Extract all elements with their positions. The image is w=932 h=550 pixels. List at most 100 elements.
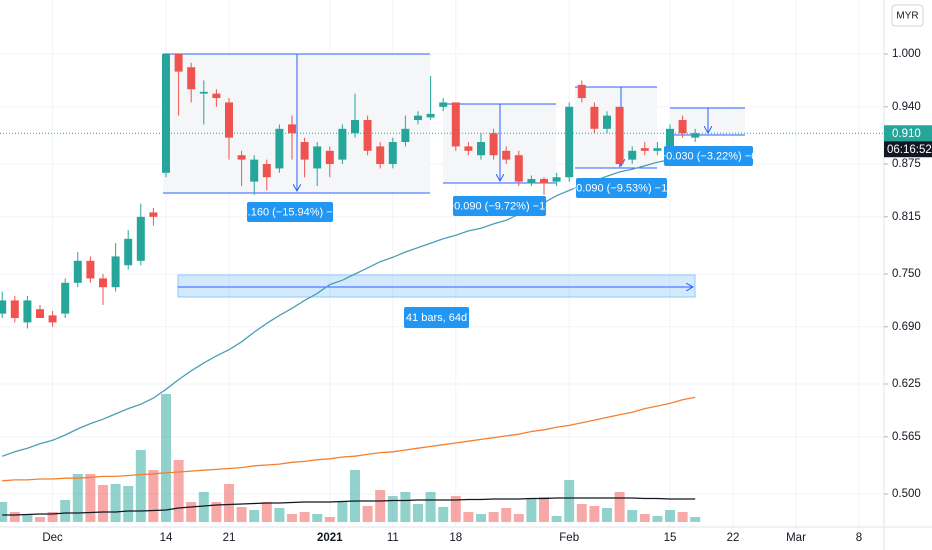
candle-body (174, 54, 183, 72)
y-tick-label: 0.625 (892, 378, 921, 390)
volume-bar (513, 514, 524, 522)
candle-body (262, 164, 271, 178)
candle-body (300, 142, 309, 160)
volume-bar (488, 512, 499, 522)
candle-body (48, 315, 57, 323)
volume-bar (161, 394, 171, 522)
volume-bar (135, 450, 146, 522)
volume-bar (198, 492, 209, 522)
candle-body (603, 115, 611, 129)
candle-body (565, 106, 574, 178)
candle-body (61, 282, 70, 314)
grid (0, 0, 884, 527)
volume-bar (476, 514, 486, 522)
volume-bar (362, 506, 373, 522)
candle-body (653, 148, 662, 151)
candle-body (628, 150, 637, 160)
x-tick-label: Mar (786, 532, 806, 544)
candle-body (590, 106, 599, 129)
currency-box[interactable] (891, 4, 924, 27)
candle-body (376, 146, 385, 165)
countdown: 06:16:52 (887, 144, 932, 156)
volume-bar (375, 490, 386, 522)
volume-bar (22, 514, 33, 522)
x-tick-label: 22 (727, 532, 740, 544)
volume-bar (614, 492, 625, 522)
candle-body (640, 148, 649, 151)
candle-body (552, 177, 561, 182)
candle-body (489, 133, 498, 156)
candle-body (36, 309, 44, 319)
last-price-tag (884, 125, 932, 142)
annotation-text: −0.030 (−3.22%) −6 (660, 150, 758, 162)
volume-bar (110, 484, 121, 522)
volume-bar (627, 510, 638, 522)
y-tick-label: 0.500 (892, 488, 921, 500)
volume-bar (665, 510, 675, 522)
candle-body (388, 142, 397, 165)
volume-bar (564, 480, 575, 522)
volume-bar (0, 502, 8, 522)
candle-body (577, 84, 586, 99)
candle-body (111, 256, 120, 288)
candle-body (162, 54, 170, 173)
candle-body (225, 102, 233, 138)
volume-bar (211, 502, 222, 522)
moving-average-line (1, 154, 696, 457)
candle-body (691, 133, 700, 138)
volume-bar (274, 508, 285, 522)
candle-body (338, 128, 347, 160)
volume-bar (450, 496, 461, 522)
candle-body (414, 115, 422, 121)
candle-body (426, 113, 435, 118)
volume-bar (413, 504, 423, 522)
candle-body (678, 120, 687, 134)
volume-bar (652, 516, 663, 522)
candle-body (237, 155, 246, 160)
volume-bar (387, 496, 398, 522)
volume-bar (463, 512, 474, 522)
candle-body (250, 159, 259, 182)
volume-bar (551, 516, 562, 522)
volume-bar (312, 514, 323, 522)
volume-bar (9, 512, 20, 522)
y-tick-label: 0.875 (892, 158, 921, 170)
last-price-label: 0.910 (892, 128, 921, 140)
volume-bar (677, 512, 688, 522)
y-tick-label: 1.000 (892, 48, 921, 60)
candle-body (73, 260, 82, 283)
annotation-text: −0.090 (−9.53%) −18 (570, 182, 674, 194)
candle-body (313, 146, 322, 169)
y-tick-label: 0.690 (892, 321, 921, 333)
volume-bar (224, 484, 234, 522)
candle-body (136, 216, 145, 261)
volume-bar (589, 506, 600, 522)
volume-bar (539, 497, 549, 522)
candle-body (199, 91, 208, 94)
candle-body (149, 212, 158, 217)
volume-bar (526, 498, 537, 522)
candle-body (124, 238, 133, 266)
volume-bar (639, 514, 650, 522)
volume-bar (438, 507, 449, 522)
candle-body (439, 102, 448, 107)
x-tick-label: 15 (664, 532, 677, 544)
volume-bar (249, 510, 260, 522)
volume-bar (72, 474, 83, 522)
volume-bar (261, 502, 272, 522)
candle-body (187, 67, 196, 90)
volume-bar (690, 517, 701, 522)
x-tick-label: 8 (856, 532, 862, 544)
candle-body (212, 93, 221, 99)
candle-body (325, 150, 334, 165)
annotation-label: −0.090 (−9.53%) −18 (570, 178, 674, 198)
candle-body (401, 128, 410, 143)
volume-bar (501, 508, 512, 522)
annotation-text: −0.090 (−9.72%) −18 (448, 200, 552, 212)
candle-body (477, 142, 485, 156)
y-tick-label: 0.565 (892, 431, 921, 443)
y-tick-label: 0.815 (892, 211, 921, 223)
volume-bar (324, 517, 335, 522)
candle-body (10, 300, 19, 319)
